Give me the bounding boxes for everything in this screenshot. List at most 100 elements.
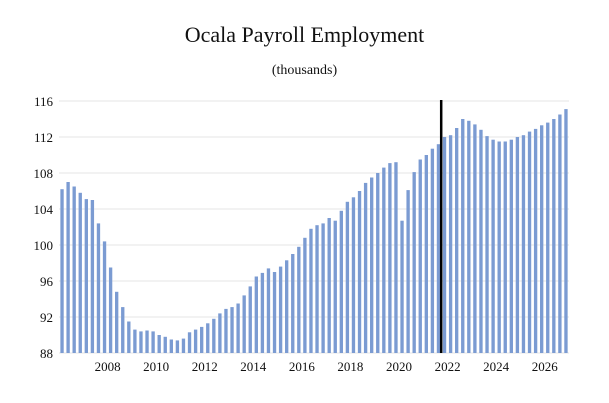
bar [436,144,441,353]
chart-subtitle: (thousands) [271,63,338,78]
chart-title: Ocala Payroll Employment [184,22,425,47]
bar [297,246,301,353]
y-tick-label: 92 [40,310,53,325]
bar [333,220,337,353]
x-axis-ticks: 2008 2010 2012 2014 2016 2018 2020 2022 2024 2026 [95,359,559,374]
bar [315,225,319,353]
bar [382,167,386,353]
y-tick-label: 108 [34,166,54,181]
bar [412,172,416,353]
bar [230,307,234,353]
y-tick-label: 104 [34,202,54,217]
bar [388,163,392,353]
bar [491,139,495,353]
x-tick-label: 2024 [483,359,510,374]
bar [515,137,520,353]
bar [321,223,325,353]
bar [181,338,186,353]
x-tick-label: 2018 [337,359,363,374]
bar [278,266,283,353]
bar [139,331,143,353]
bar [345,201,350,353]
bar [218,313,222,353]
bar [200,326,204,353]
bar [533,128,538,353]
grid-lines [59,100,569,354]
bar [351,197,356,353]
bar [127,321,131,353]
bar [430,148,435,353]
bar [266,268,271,353]
bar [461,119,465,353]
bar [552,119,556,353]
y-tick-label: 112 [34,130,53,145]
bar [187,332,192,353]
bar [66,182,70,353]
bar [115,291,119,353]
x-tick-label: 2026 [532,359,559,374]
bar [473,124,477,354]
x-tick-label: 2012 [192,359,218,374]
bar [175,340,180,353]
bar [60,189,64,353]
bar [497,141,501,353]
bar [72,186,76,353]
bar [90,200,95,353]
x-tick-label: 2008 [95,359,121,374]
bar [467,120,471,353]
bar [303,237,307,353]
bar [108,267,113,353]
y-tick-label: 100 [34,238,54,253]
x-tick-label: 2014 [240,359,267,374]
bar [503,141,507,353]
y-tick-label: 116 [34,94,54,109]
bar [527,131,532,353]
bar [394,162,398,353]
bar [309,228,313,353]
y-tick-label: 96 [40,274,54,289]
bar [242,295,246,353]
bar [145,330,149,353]
bar [357,191,362,353]
bar [212,318,216,353]
bar [285,260,289,353]
bar [339,210,343,353]
bar [236,303,240,353]
bar [424,155,428,353]
y-axis-ticks: 88 92 96 100 104 108 112 116 [34,94,54,361]
bar [163,336,167,353]
bar [206,323,210,353]
bar [418,159,422,353]
bar [169,339,173,353]
bar [254,276,258,353]
bar [448,135,453,353]
bar [540,125,544,353]
bar [400,220,404,353]
bar [193,329,198,353]
x-tick-label: 2016 [289,359,316,374]
x-tick-label: 2022 [435,359,461,374]
bar [157,335,161,353]
bar-series [60,109,568,354]
bar [521,135,526,353]
bar [291,254,295,353]
bar [121,307,125,353]
x-tick-label: 2010 [143,359,169,374]
bar [455,128,459,353]
bar [272,272,277,353]
bar [151,331,155,353]
bar [248,286,252,353]
bar [558,114,562,353]
bar [133,329,137,353]
y-tick-label: 88 [40,346,53,361]
bar [96,223,101,353]
bar [479,129,483,353]
bar [442,137,447,353]
bar [327,218,331,353]
bar [102,241,107,353]
bar [546,122,550,353]
bar [84,199,88,353]
bar [376,173,380,353]
bar [363,182,368,353]
